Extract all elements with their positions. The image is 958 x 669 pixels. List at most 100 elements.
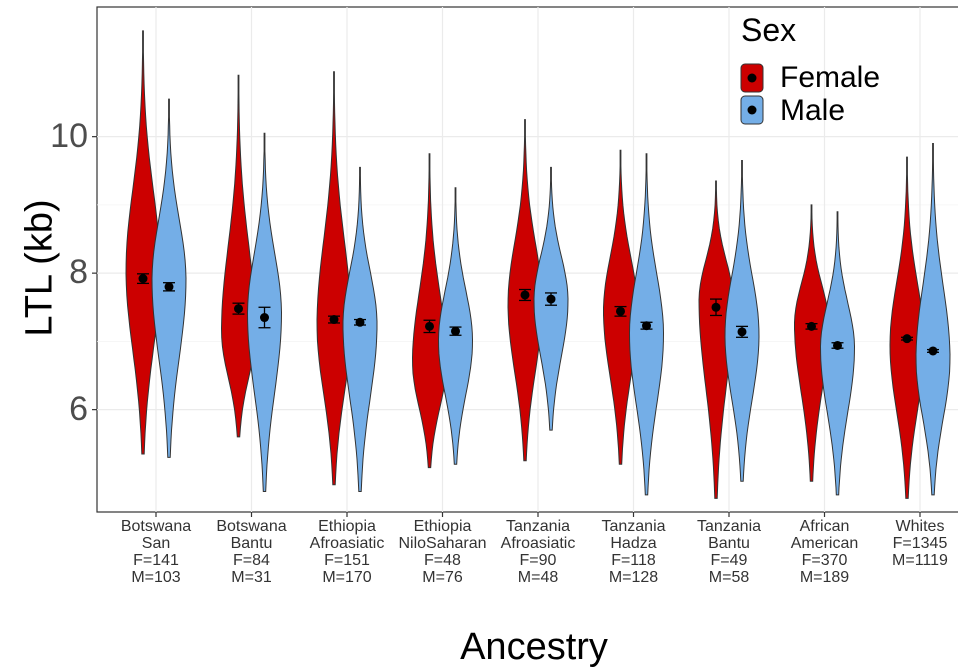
x-tick-label-line: M=189 <box>799 569 850 586</box>
x-tick-label-line: F=90 <box>519 552 557 569</box>
mean-dot <box>902 334 912 344</box>
mean-dot <box>260 313 269 323</box>
mean-dot <box>833 340 842 350</box>
violin-female-7 <box>794 204 829 482</box>
x-tick-label: Whites F=1345 M=1119 <box>865 518 958 569</box>
x-tick-label-line: M=76 <box>422 569 463 586</box>
x-tick-label-line: NiloSaharan <box>398 535 487 552</box>
x-tick-label-line: Botswana <box>216 518 287 535</box>
x-tick-label-line: Tanzania <box>505 518 571 535</box>
mean-point-female-0 <box>137 273 149 285</box>
means <box>137 273 939 356</box>
mean-dot <box>928 346 938 356</box>
mean-dot <box>642 321 651 331</box>
legend-title: Sex <box>741 12 797 48</box>
mean-point-female-1 <box>232 302 245 315</box>
x-tick-label-line: Tanzania <box>601 518 666 535</box>
x-tick-label-line: Botswana <box>120 518 192 535</box>
violin-male-2 <box>342 166 378 492</box>
x-tick-label: Tanzania Hadza F=118 M=128 <box>579 518 689 586</box>
x-tick-label-line: Bantu <box>230 535 273 552</box>
mean-point-female-7 <box>805 321 818 331</box>
x-tick-label-line: Ethiopia <box>318 518 376 535</box>
x-tick-label-line: M=58 <box>708 569 750 586</box>
violin-male-6 <box>724 160 760 482</box>
x-tick-label-line: F=141 <box>133 552 179 569</box>
violin-male-3 <box>437 187 474 465</box>
y-tick-label: 10 <box>50 116 88 155</box>
mean-dot <box>355 317 365 327</box>
x-tick-label: Botswana San F=141 M=103 <box>101 518 211 586</box>
mean-point-male-4 <box>545 292 557 306</box>
mean-point-male-5 <box>640 321 653 331</box>
x-tick-label-line: Hadza <box>610 535 657 552</box>
x-tick-label: Tanzania Bantu F=49 M=58 <box>674 518 784 586</box>
legend-keys <box>740 63 764 125</box>
mean-dot <box>807 321 816 331</box>
mean-dot <box>425 321 434 331</box>
legend-label-male: Male <box>780 94 846 127</box>
mean-dot <box>616 306 625 316</box>
x-tick-label-line: F=84 <box>233 552 270 569</box>
mean-dot <box>546 294 556 304</box>
mean-point-male-8 <box>927 346 939 356</box>
x-tick-label-line: F=1345 <box>892 535 948 552</box>
axis-ticks <box>92 136 921 517</box>
y-tick-label: 8 <box>69 253 88 292</box>
x-tick-label-line: Bantu <box>708 535 750 552</box>
mean-dot <box>520 290 530 300</box>
x-tick-label: Ethiopia NiloSaharan F=48 M=76 <box>388 518 498 586</box>
x-tick-label-line: F=370 <box>801 552 848 569</box>
legend-label-female: Female <box>780 61 881 94</box>
mean-dot <box>164 282 174 292</box>
violin-male-0 <box>151 98 187 458</box>
x-tick-label-line: M=103 <box>131 569 181 586</box>
x-axis-title: Ancestry <box>460 626 608 668</box>
mean-point-female-3 <box>423 319 436 334</box>
x-tick-label-line: American <box>790 535 859 552</box>
x-tick-label-line: M=170 <box>322 569 372 586</box>
mean-dot <box>234 304 243 314</box>
mean-dot <box>329 315 339 325</box>
x-tick-label-line: F=151 <box>324 552 370 569</box>
x-tick-label-line: Ethiopia <box>413 518 472 535</box>
y-tick-label: 6 <box>69 389 88 428</box>
violin-female-6 <box>698 180 734 499</box>
violin-male-7 <box>819 211 856 496</box>
mean-point-female-4 <box>519 288 531 302</box>
mean-point-male-6 <box>736 325 748 338</box>
x-tick-label-line: Tanzania <box>696 518 762 535</box>
x-tick-label-line: F=49 <box>710 552 748 569</box>
mean-dot <box>451 326 460 336</box>
legend-key-female <box>740 63 764 93</box>
mean-point-female-8 <box>901 334 913 344</box>
mean-dot <box>138 274 148 284</box>
mean-dot <box>711 302 721 312</box>
mean-point-male-0 <box>163 282 175 292</box>
x-tick-label-line: Afroasiatic <box>309 535 385 552</box>
x-tick-label-line: Afroasiatic <box>500 535 576 552</box>
legend-dot <box>747 73 757 83</box>
x-tick-label: Botswana Bantu F=84 M=31 <box>197 518 307 586</box>
x-tick-label-line: F=48 <box>424 552 461 569</box>
mean-point-male-3 <box>449 326 462 336</box>
x-tick-label-line: M=128 <box>608 569 659 586</box>
mean-point-female-2 <box>328 315 340 325</box>
violin-male-8 <box>915 143 951 496</box>
mean-point-male-7 <box>831 340 844 350</box>
mean-point-male-2 <box>354 317 366 327</box>
mean-dot <box>737 327 747 337</box>
mean-point-female-6 <box>710 298 722 317</box>
mean-point-female-5 <box>614 305 627 317</box>
mean-point-male-1 <box>258 306 271 329</box>
x-tick-label: Ethiopia Afroasiatic F=151 M=170 <box>292 518 402 586</box>
x-tick-label: Tanzania Afroasiatic F=90 M=48 <box>483 518 593 586</box>
x-tick-label: African American F=370 M=189 <box>770 518 880 586</box>
x-tick-label-line: Whites <box>895 518 945 535</box>
x-tick-label-line: African <box>799 518 850 535</box>
x-tick-label-line: M=31 <box>231 569 272 586</box>
x-tick-label-line: F=118 <box>611 552 656 569</box>
x-tick-label-line: M=48 <box>517 569 559 586</box>
x-tick-label-line: San <box>141 535 171 552</box>
